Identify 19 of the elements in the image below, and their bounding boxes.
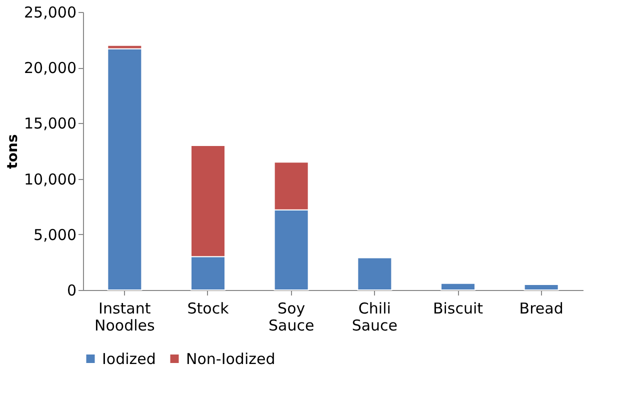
x-tick-label: Stock — [187, 300, 230, 318]
x-tick-label: Biscuit — [432, 300, 484, 318]
legend-label: Non-Iodized — [186, 350, 276, 368]
x-tick-label: Soy Sauce — [268, 300, 314, 334]
y-tick-label: 20,000 — [24, 59, 76, 78]
y-tick-label: 10,000 — [24, 170, 76, 188]
y-tick-label: 0 — [66, 282, 76, 300]
x-tick-label: Chili Sauce — [352, 300, 398, 334]
x-tick-label: Bread — [519, 300, 564, 318]
y-axis-title: tons — [5, 134, 22, 169]
bar — [524, 284, 559, 290]
legend-label: Iodized — [102, 350, 156, 368]
y-tick-label: 15,000 — [24, 114, 76, 133]
bar — [440, 282, 476, 290]
bar — [357, 257, 392, 290]
bar — [107, 48, 142, 290]
x-tick-label: Instant Noodles — [94, 300, 156, 334]
y-tick-label: 5,000 — [34, 226, 76, 244]
y-tick-label: 25,000 — [24, 4, 76, 22]
